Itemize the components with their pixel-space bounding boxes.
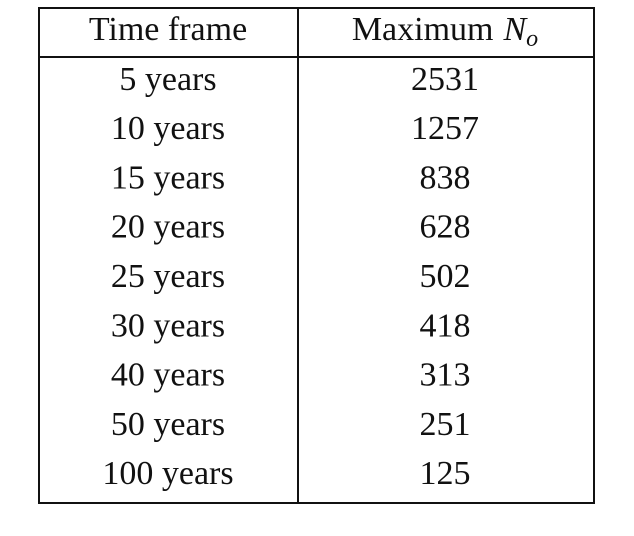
maximum-cell: 502 bbox=[420, 258, 471, 295]
maximum-cell: 251 bbox=[420, 406, 471, 443]
time-frame-cell: 25 years bbox=[111, 258, 225, 295]
maximum-cell: 838 bbox=[420, 159, 471, 196]
header-text: Maximum bbox=[352, 11, 494, 48]
table-border bbox=[38, 7, 595, 504]
time-frame-cell: 5 years bbox=[119, 61, 216, 98]
time-frame-cell: 10 years bbox=[111, 110, 225, 147]
time-frame-cell: 100 years bbox=[102, 455, 233, 492]
maximum-cell: 628 bbox=[420, 209, 471, 246]
time-frame-cell: 50 years bbox=[111, 406, 225, 443]
header-cell: Maximum No bbox=[352, 11, 538, 52]
maximum-cell: 1257 bbox=[411, 110, 479, 147]
header-cell: Time frame bbox=[89, 11, 247, 48]
header-symbol: N bbox=[502, 11, 528, 48]
time-frame-cell: 40 years bbox=[111, 357, 225, 394]
time-frame-cell: 30 years bbox=[111, 307, 225, 344]
time-frame-cell: 20 years bbox=[111, 209, 225, 246]
time-frame-cell: 15 years bbox=[111, 159, 225, 196]
maximum-cell: 125 bbox=[420, 455, 471, 492]
maximum-cell: 313 bbox=[420, 357, 471, 394]
maximum-cell: 2531 bbox=[411, 61, 479, 98]
maximum-cell: 418 bbox=[420, 307, 471, 344]
header-subscript: o bbox=[526, 26, 538, 52]
